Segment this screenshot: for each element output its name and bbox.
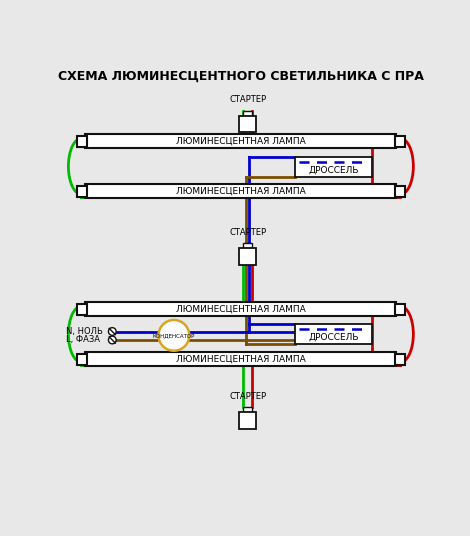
Text: ЛЮМИНЕСЦЕНТНАЯ ЛАМПА: ЛЮМИНЕСЦЕНТНАЯ ЛАМПА xyxy=(176,304,306,314)
Text: ДРОССЕЛЬ: ДРОССЕЛЬ xyxy=(308,332,359,341)
Bar xyxy=(77,304,87,315)
Bar xyxy=(395,186,405,197)
Text: КОНДЕНСАТОР: КОНДЕНСАТОР xyxy=(153,333,195,338)
Bar xyxy=(77,354,87,364)
Text: N, НОЛЬ: N, НОЛЬ xyxy=(66,327,103,336)
Circle shape xyxy=(158,320,189,351)
Bar xyxy=(295,157,372,177)
Text: СТАРТЕР: СТАРТЕР xyxy=(229,95,266,105)
Text: СТАРТЕР: СТАРТЕР xyxy=(229,228,266,237)
Text: СТАРТЕР: СТАРТЕР xyxy=(229,392,266,401)
Bar xyxy=(395,304,405,315)
Bar xyxy=(243,110,252,116)
Text: L, ФАЗА: L, ФАЗА xyxy=(66,336,100,345)
Circle shape xyxy=(109,327,116,336)
Bar xyxy=(86,302,396,316)
Bar xyxy=(395,354,405,364)
Text: ЛЮМИНЕСЦЕНТНАЯ ЛАМПА: ЛЮМИНЕСЦЕНТНАЯ ЛАМПА xyxy=(176,355,306,364)
Bar xyxy=(239,248,256,265)
Text: СХЕМА ЛЮМИНЕСЦЕНТНОГО СВЕТИЛЬНИКА С ПРА: СХЕМА ЛЮМИНЕСЦЕНТНОГО СВЕТИЛЬНИКА С ПРА xyxy=(58,70,424,83)
Text: ЛЮМИНЕСЦЕНТНАЯ ЛАМПА: ЛЮМИНЕСЦЕНТНАЯ ЛАМПА xyxy=(176,187,306,196)
Bar xyxy=(243,243,252,248)
Bar xyxy=(86,352,396,366)
Bar xyxy=(86,135,396,148)
Bar xyxy=(295,324,372,344)
Bar xyxy=(77,136,87,147)
Bar xyxy=(243,407,252,412)
Bar xyxy=(86,184,396,198)
Bar xyxy=(239,412,256,428)
Bar xyxy=(395,136,405,147)
Bar xyxy=(239,116,256,132)
Bar xyxy=(77,186,87,197)
Circle shape xyxy=(109,336,116,344)
Text: ЛЮМИНЕСЦЕНТНАЯ ЛАМПА: ЛЮМИНЕСЦЕНТНАЯ ЛАМПА xyxy=(176,137,306,146)
Text: ДРОССЕЛЬ: ДРОССЕЛЬ xyxy=(308,165,359,174)
